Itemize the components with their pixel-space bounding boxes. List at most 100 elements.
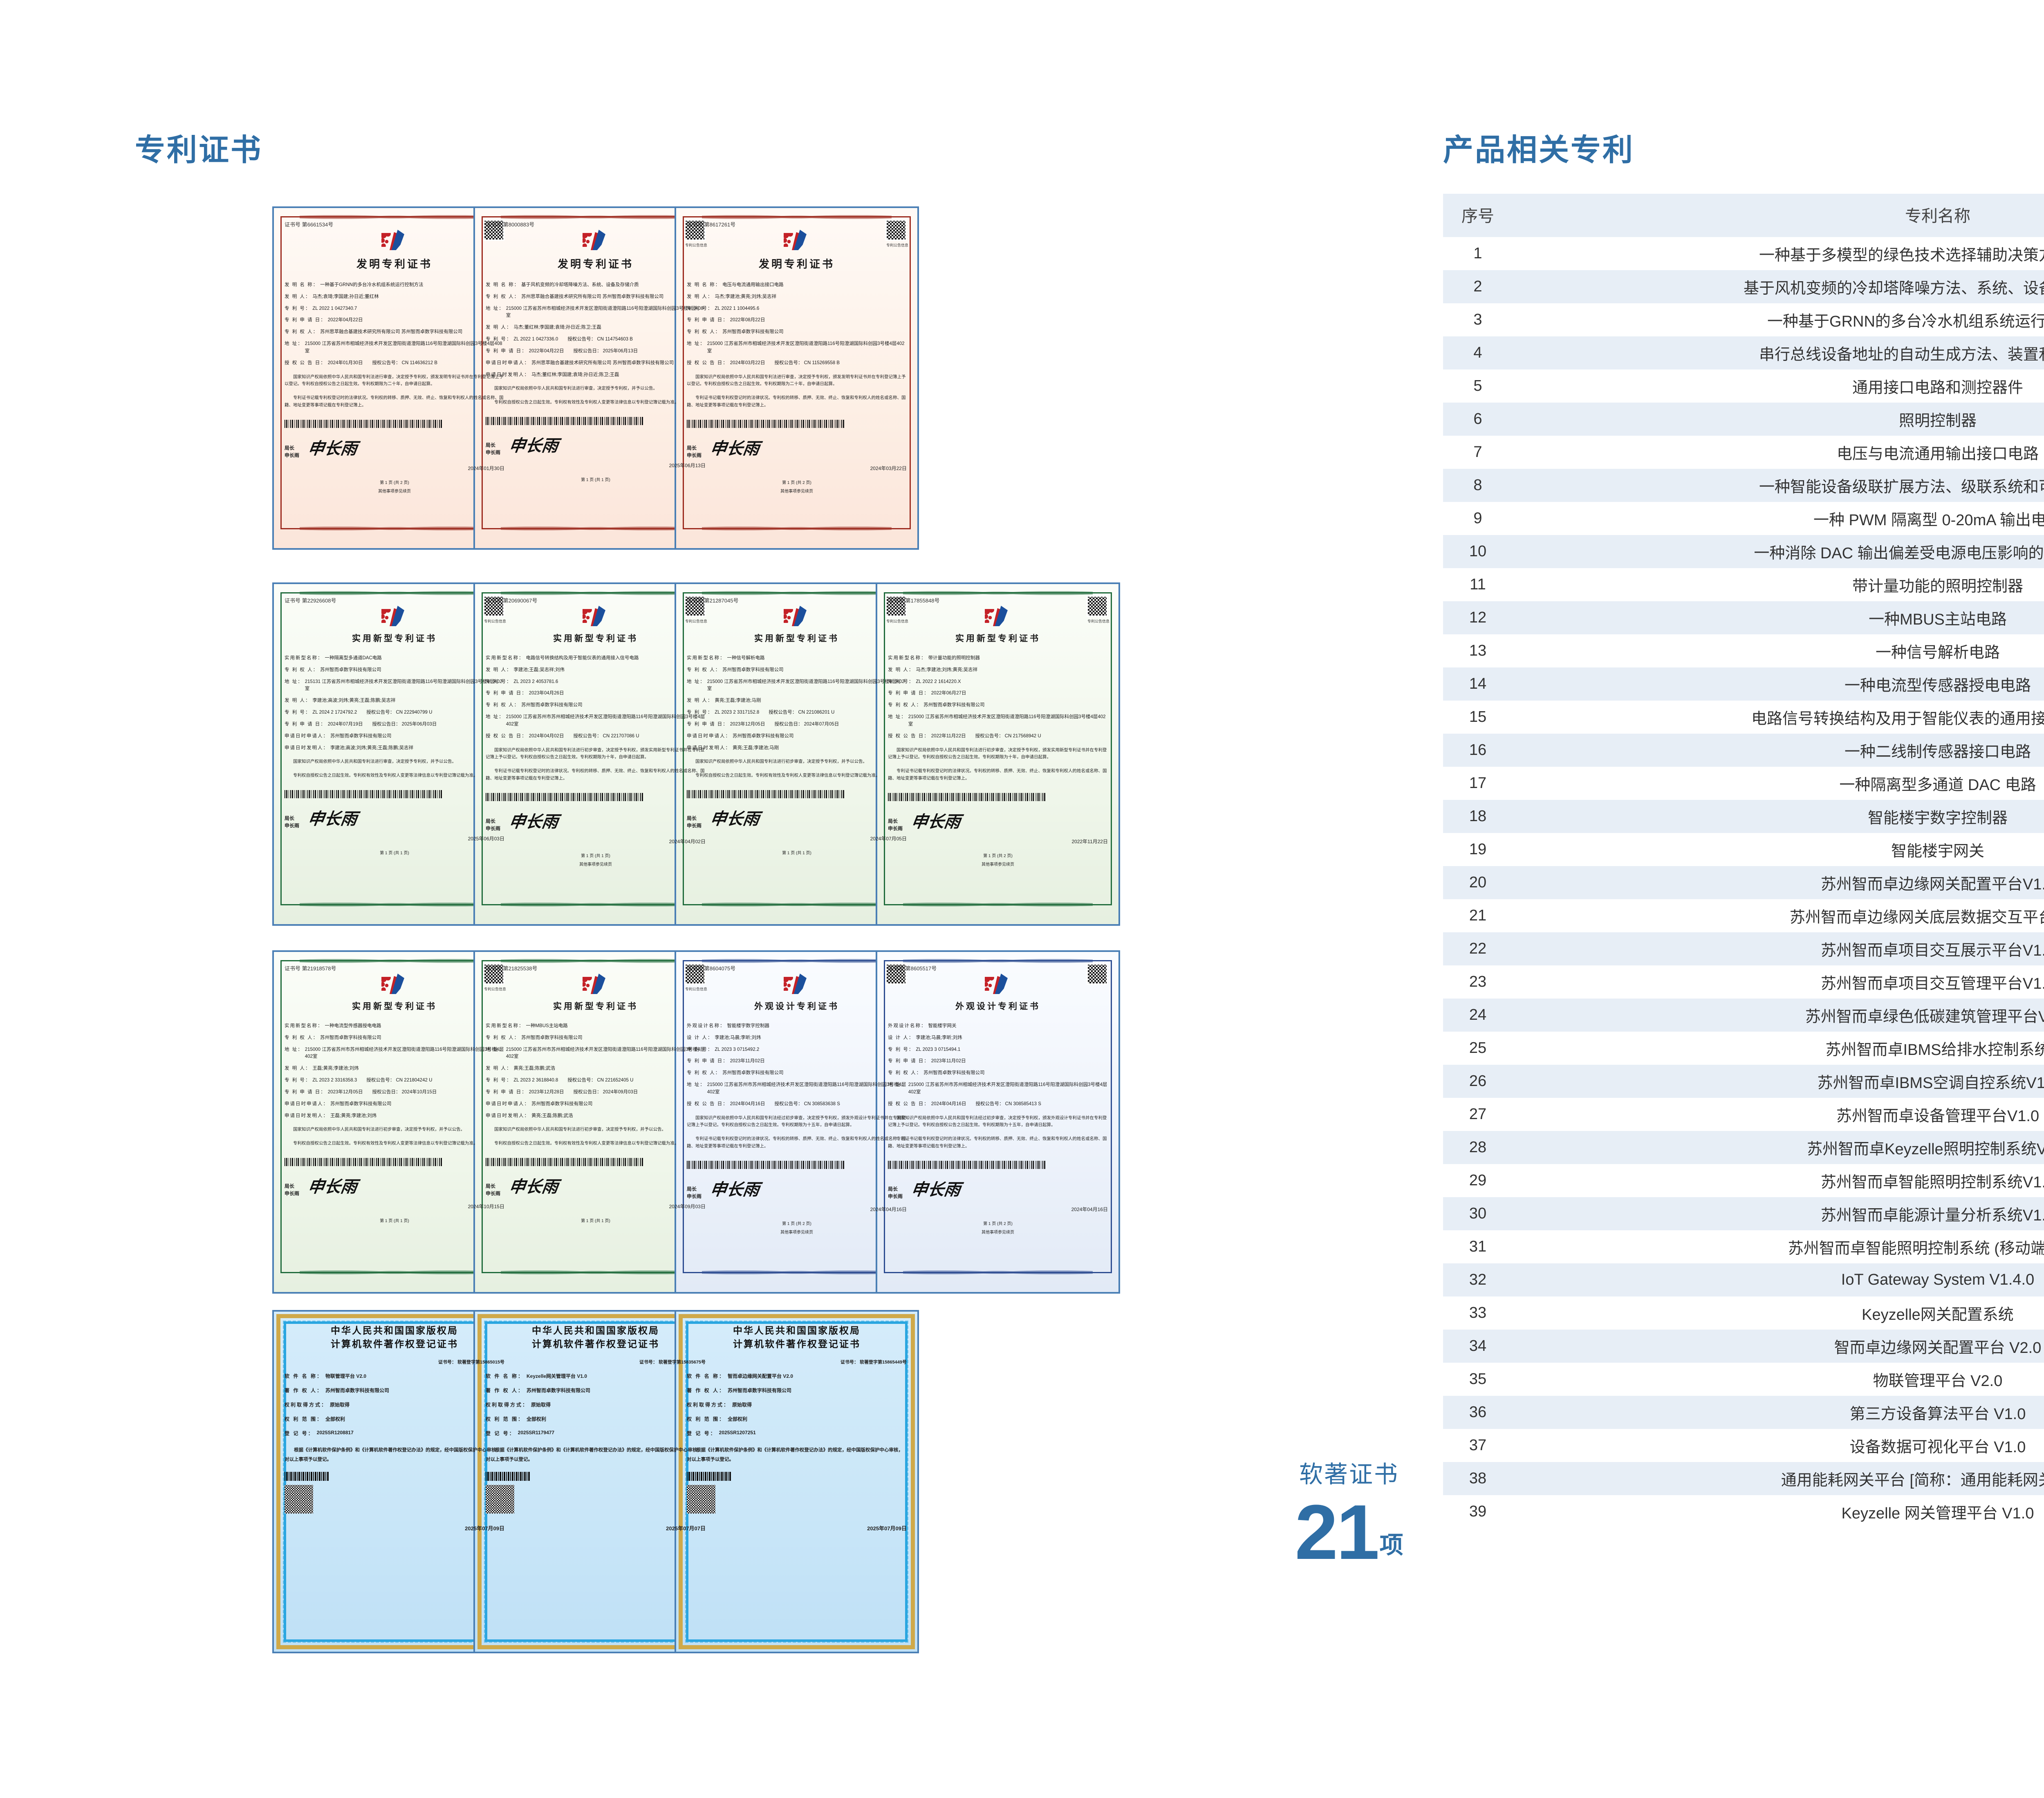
qr-code-icon xyxy=(684,596,706,617)
field-value: 全部权利 xyxy=(325,1416,345,1422)
field-label: 申请日时发明人： xyxy=(687,745,731,750)
cell-index: 36 xyxy=(1469,1404,1487,1421)
cell-patent-name: 苏州智而卓项目交互管理平台V1.0 xyxy=(1820,975,2044,992)
cell-index: 34 xyxy=(1469,1337,1487,1355)
barcode-icon xyxy=(285,1158,443,1166)
field-value: 李建池;高波;刘炜;黄亮;王磊;陈鹏;吴志祥 xyxy=(312,698,396,703)
field-value: 2022年11月22日 授权公告号： CN 217568942 U xyxy=(931,733,1041,739)
cnipa-logo-icon xyxy=(381,606,408,627)
field-label: 发 明 名 称： xyxy=(285,282,319,287)
field-label: 专 利 号： xyxy=(687,306,713,311)
cell-index: 27 xyxy=(1469,1106,1487,1123)
field-value: 2022年06月27日 xyxy=(931,691,966,696)
table-row: 14一种电流型传感器授电电路实用新型 xyxy=(1443,667,2044,701)
field-value: 苏州智而卓数字科技有限公司 xyxy=(923,703,985,708)
patent-cert-field: 申请日时申请人： 苏州智而卓数字科技有限公司 xyxy=(285,1101,504,1108)
patent-cert-field: 专 利 权 人： 苏州智而卓数字科技有限公司 xyxy=(486,1034,706,1042)
patent-cert-number: 证书号 第20690067号 xyxy=(486,598,538,604)
field-label: 地 址： xyxy=(687,341,706,347)
field-value: 苏州智而卓数字科技有限公司 xyxy=(923,1070,985,1076)
field-label: 专 利 号： xyxy=(285,710,311,715)
field-value: ZL 2023 3 0715494.1 xyxy=(916,1047,961,1052)
patent-cert-field: 授 权 公 告 日： 2022年11月22日 授权公告号： CN 21756894… xyxy=(888,733,1108,740)
patent-certificate: 证书号 第6661534号 发明专利证书发 明 名 称： 一种基于GRNN的多台冷水… xyxy=(272,206,517,550)
certificate-ornamental-border xyxy=(482,588,710,910)
field-label: 专 利 申 请 日： xyxy=(687,721,728,727)
field-value: 2024年01月30日 授权公告号： CN 114636212 B xyxy=(327,360,438,365)
patent-cert-page-indicator: 第 1 页 (共 1 页) xyxy=(581,478,610,482)
software-cert-date: 2025年07月09日 xyxy=(465,1525,504,1532)
barcode-icon xyxy=(486,417,644,425)
cell-patent-name: 苏州智而卓Keyzelle照明控制系统V1.0 xyxy=(1807,1141,2044,1158)
director-signature: 申长雨 xyxy=(307,439,359,458)
cell-patent-name: 通用能耗网关平台 [简称：通用能耗网关] V2.0 xyxy=(1781,1472,2044,1489)
cnipa-logo-icon xyxy=(583,974,609,995)
software-cert-title-line1: 中华人民共和国国家版权局 xyxy=(331,1326,458,1336)
field-label: 专 利 申 请 日： xyxy=(888,1059,930,1064)
software-cert-codes xyxy=(486,1471,706,1514)
patent-cert-page-indicator: 第 1 页 (共 2 页) xyxy=(983,1221,1013,1226)
field-label: 权利取得方式： xyxy=(285,1402,328,1408)
table-row: 15电路信号转换结构及用于智能仪表的通用接入信号电路实用新型 xyxy=(1443,701,2044,734)
patent-cert-field: 申请日时发明人： 王磊;黄亮;李建池;刘炜 xyxy=(285,1113,504,1120)
field-value: 马杰;李建池;黄亮;刘炜;吴志祥 xyxy=(715,294,777,299)
software-copyright-count-label: 软著证书 xyxy=(1299,1461,1399,1488)
field-label: 著 作 权 人： xyxy=(285,1387,323,1393)
patent-cert-statement-2: 专利权自授权公告之日起生效。专利权有效性及专利权人变更等法律信息以专利登记簿记载… xyxy=(695,773,880,778)
field-value: ZL 2022 1 0427340.7 xyxy=(312,306,357,311)
field-value: 王磊;黄亮;李建池;刘炜 xyxy=(312,1066,359,1071)
patent-cert-date: 2024年09月03日 xyxy=(669,1204,706,1209)
barcode-icon xyxy=(687,790,845,798)
director-signature: 申长雨 xyxy=(307,1178,359,1196)
patent-cert-field: 授 权 公 告 日： 2024年04月16日 授权公告号： CN 30858363… xyxy=(687,1101,907,1108)
field-value: 黄亮;王磊;陈鹏;武浩 xyxy=(513,1066,555,1071)
field-value: 原始取得 xyxy=(531,1402,551,1408)
cnipa-logo-icon xyxy=(381,230,408,251)
field-label: 发 明 人： xyxy=(888,667,914,672)
software-cert-field: 登 记 号： 2025SR1208817 xyxy=(285,1430,504,1437)
patent-cert-page-indicator: 第 1 页 (共 1 页) xyxy=(782,851,811,855)
field-label: 专 利 权 人： xyxy=(687,667,721,672)
cell-index: 12 xyxy=(1469,609,1487,626)
patent-cert-field: 专 利 权 人： 苏州智而卓数字科技有限公司 xyxy=(285,1034,504,1042)
certificate-background xyxy=(877,952,1118,1292)
field-value: 苏州思萃融合基建技术研究所有限公司 苏州智而卓数字科技有限公司 xyxy=(521,294,664,299)
field-label: 地 址： xyxy=(486,714,504,720)
patent-cert-field: 地 址： 215000 江苏省苏州市苏州相城经济技术开发区澄阳街道澄阳路116号阳… xyxy=(687,1081,907,1096)
field-value: 苏州智而卓数字科技有限公司 xyxy=(531,1101,593,1106)
director-signature: 申长雨 xyxy=(307,810,359,828)
field-value: 电压与电流通用输出接口电路 xyxy=(722,282,784,287)
field-label: 申请日时发明人： xyxy=(486,372,530,377)
field-value: 苏州智而卓数字科技有限公司 xyxy=(320,667,381,672)
field-label: 专 利 权 人： xyxy=(285,667,319,672)
patent-cert-signature-block: 局长 申长雨 申长雨 xyxy=(687,435,907,459)
field-label: 实用新型名称： xyxy=(687,656,726,661)
field-value: 苏州智而卓数字科技有限公司 xyxy=(521,1035,583,1040)
director-signature: 申长雨 xyxy=(910,1180,962,1199)
qr-code-label: 专利公告信息 xyxy=(685,619,707,623)
director-label: 局长 申长雨 xyxy=(888,818,903,831)
patent-cert-title: 实用新型专利证书 xyxy=(352,1001,437,1011)
patent-cert-title: 实用新型专利证书 xyxy=(754,634,839,643)
field-value: 2022年08月22日 xyxy=(730,318,765,323)
software-cert-field: 权 利 范 围： 全部权利 xyxy=(687,1415,907,1422)
cell-patent-name: 物联管理平台 V2.0 xyxy=(1873,1373,2003,1390)
software-cert-title-line2: 计算机软件著作权登记证书 xyxy=(733,1339,861,1350)
qr-code-label: 专利公告信息 xyxy=(1087,619,1109,623)
table-header-row: 序号 专利名称 专利类型 xyxy=(1443,194,2044,237)
field-value: 2023年12月28日 授权公告日： 2024年09月03日 xyxy=(529,1089,638,1095)
field-label: 专 利 权 人： xyxy=(888,703,922,708)
cell-index: 8 xyxy=(1473,477,1482,494)
cell-patent-name: 智能楼宇数字控制器 xyxy=(1867,810,2008,827)
field-value: 215000 江苏省苏州市相城经济技术开发区澄阳街道澄阳路116号阳澄湖国际科创… xyxy=(908,714,1106,727)
field-value: 原始取得 xyxy=(330,1402,350,1408)
field-value: 215000 江苏省苏州市相城经济技术开发区澄阳街道澄阳路116号阳澄湖国际科创… xyxy=(506,306,704,318)
patent-cert-statement-1: 国家知识产权局依照中华人民共和国专利法进行初步审查，决定授予专利权，颁发实用新型… xyxy=(486,748,705,760)
patent-cert-field: 实用新型名称： 一种电流型传感器授电电路 xyxy=(285,1023,504,1030)
cell-patent-name: 苏州智而卓边缘网关底层数据交互平台V1.0 xyxy=(1789,909,2044,926)
patent-cert-field: 专 利 申 请 日： 2022年04月22日 xyxy=(285,317,504,324)
patent-cert-field: 发 明 人： 黄亮;王磊;李建池;马刚 xyxy=(687,697,907,705)
